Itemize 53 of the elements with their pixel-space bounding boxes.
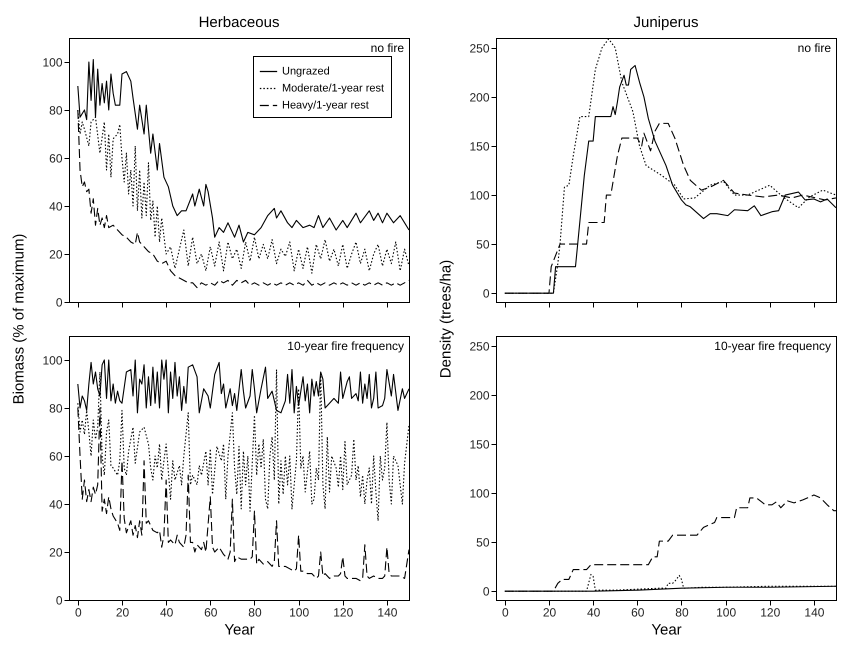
y-tick-label: 40 — [49, 200, 63, 214]
y-tick-label: 0 — [56, 594, 63, 608]
x-tick-label: 120 — [760, 606, 781, 620]
y-tick-label: 250 — [469, 41, 490, 56]
chart-title: Herbaceous — [198, 14, 280, 31]
x-tick-label: 140 — [377, 606, 398, 620]
y-tick-label: 100 — [42, 354, 63, 368]
legend-label: Moderate/1-year rest — [282, 82, 384, 94]
x-tick-label: 0 — [74, 606, 82, 620]
y-tick-label: 80 — [49, 402, 63, 416]
legend-label: Heavy/1-year rest — [282, 100, 369, 112]
y-tick-label: 0 — [56, 296, 63, 310]
y-tick-label: 150 — [469, 437, 490, 452]
chart-title: Juniperus — [633, 14, 699, 31]
y-axis-title: Density (trees/ha) — [438, 260, 454, 378]
y-tick-label: 0 — [482, 286, 490, 301]
y-tick-label: 100 — [42, 56, 63, 70]
y-tick-label: 100 — [469, 188, 490, 203]
x-tick-label: 100 — [289, 606, 310, 620]
y-tick-label: 50 — [476, 536, 490, 550]
y-tick-label: 0 — [482, 584, 490, 599]
annotation: 10-year fire frequency — [714, 339, 831, 353]
y-tick-label: 200 — [469, 388, 490, 402]
x-tick-label: 140 — [804, 606, 825, 620]
y-tick-label: 20 — [49, 546, 63, 560]
y-tick-label: 40 — [49, 498, 63, 512]
x-axis-title: Year — [224, 622, 255, 638]
y-tick-label: 80 — [49, 104, 63, 118]
annotation: 10-year fire frequency — [287, 339, 404, 353]
y-axis-title: Biomass (% of maximum) — [10, 234, 28, 404]
x-tick-label: 0 — [502, 606, 509, 620]
x-tick-label: 120 — [333, 606, 354, 620]
x-tick-label: 40 — [586, 606, 601, 620]
annotation: no fire — [798, 41, 832, 55]
legend-label: Ungrazed — [282, 66, 330, 78]
y-tick-label: 250 — [469, 339, 490, 354]
y-tick-label: 60 — [49, 450, 63, 464]
x-axis-title: Year — [651, 622, 682, 638]
x-tick-label: 80 — [248, 606, 262, 620]
x-tick-label: 60 — [204, 606, 218, 620]
annotation: no fire — [370, 41, 404, 55]
y-tick-label: 20 — [49, 248, 63, 262]
y-tick-label: 100 — [469, 486, 490, 501]
x-tick-label: 20 — [116, 606, 130, 620]
x-tick-label: 40 — [160, 606, 174, 620]
x-tick-label: 60 — [631, 606, 645, 620]
x-tick-label: 20 — [542, 606, 556, 620]
y-tick-label: 150 — [469, 139, 490, 154]
y-tick-label: 200 — [469, 90, 490, 104]
y-tick-label: 50 — [476, 238, 490, 252]
y-tick-label: 60 — [49, 152, 63, 166]
x-tick-label: 100 — [716, 606, 736, 620]
x-tick-label: 80 — [675, 606, 689, 620]
